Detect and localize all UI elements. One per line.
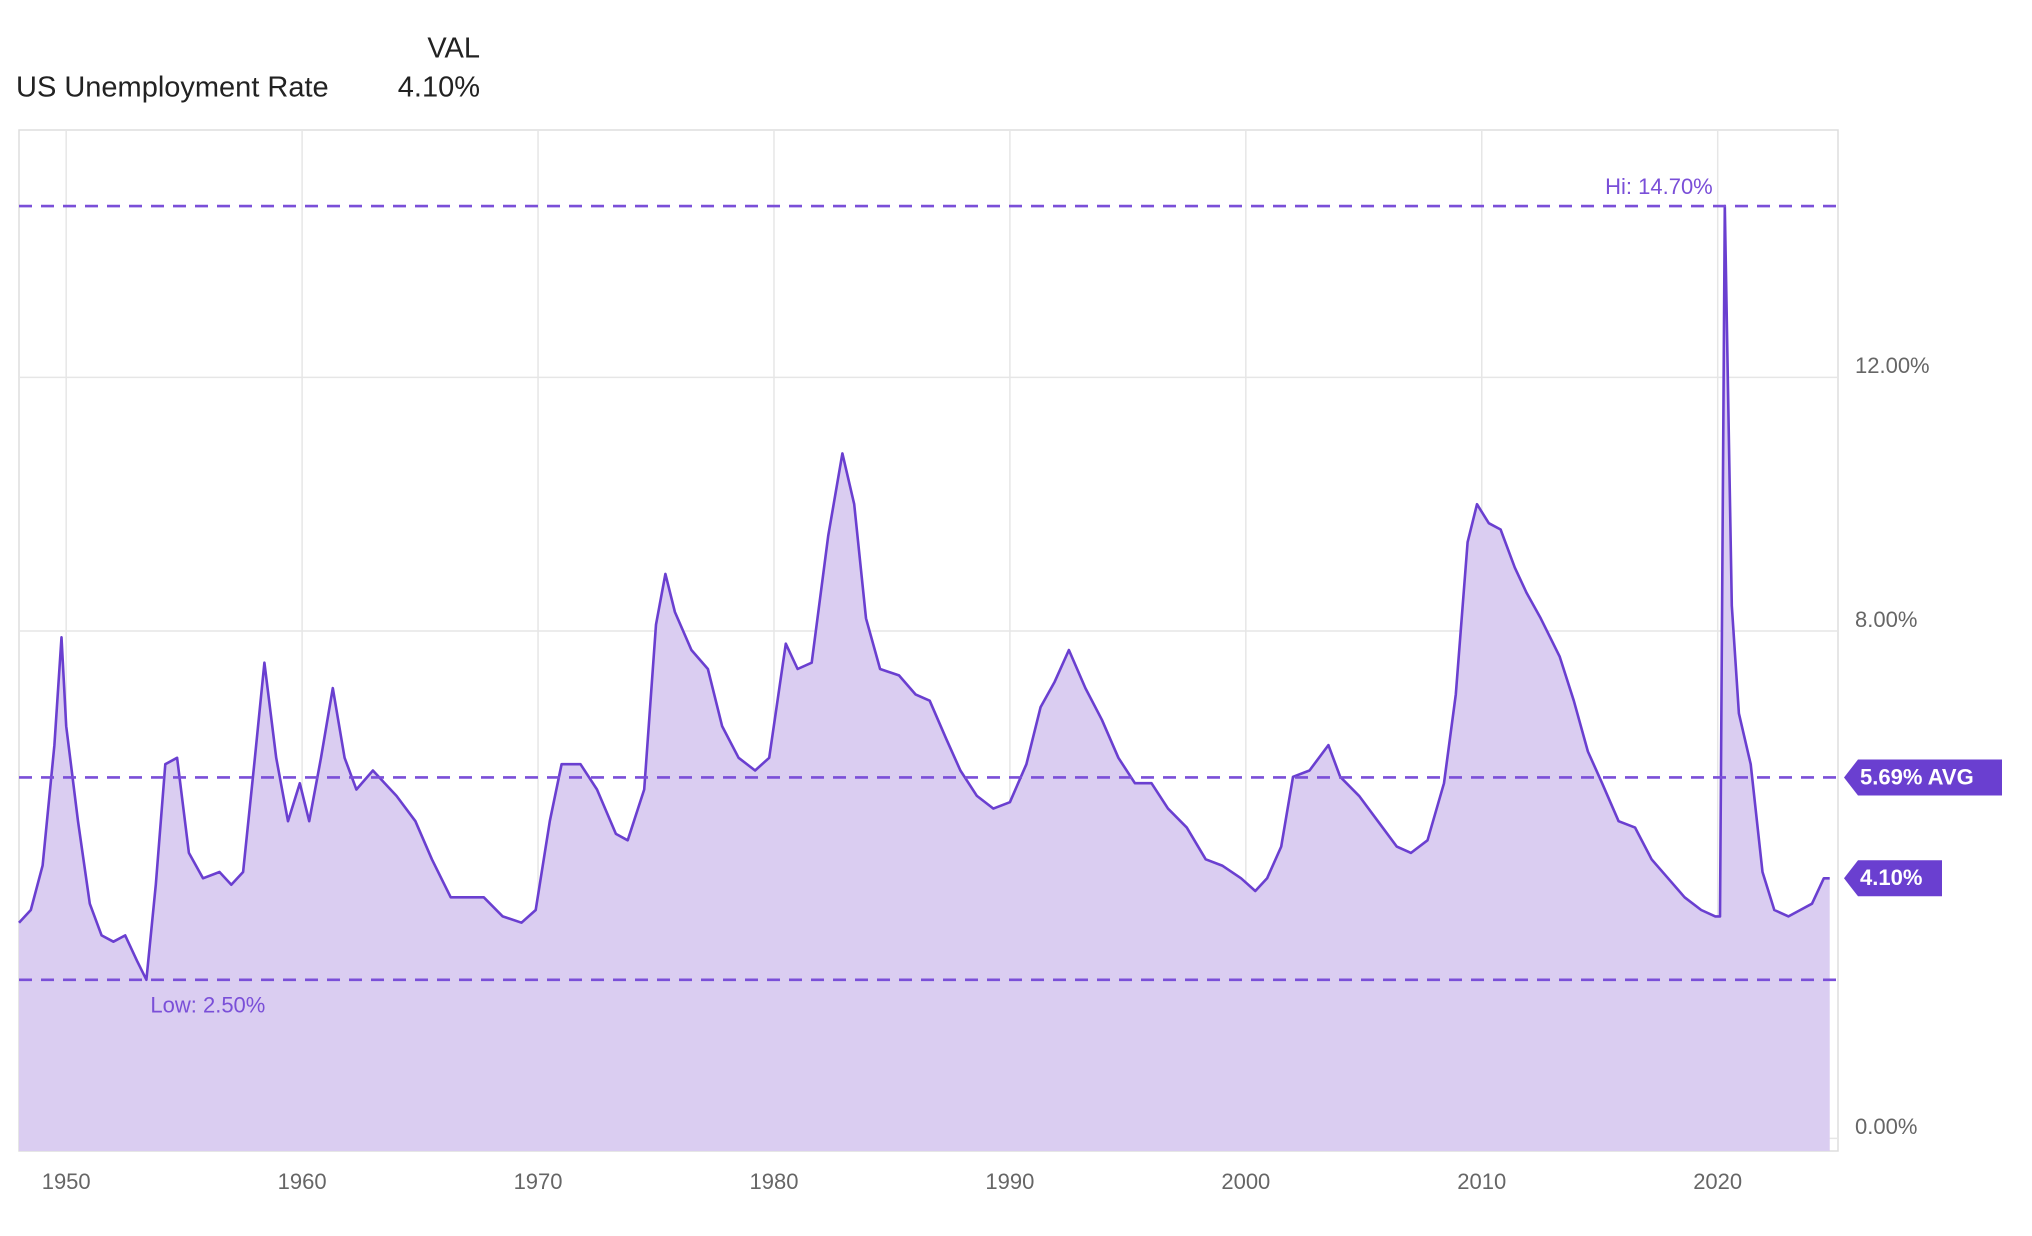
low-label: Low: 2.50% [150, 993, 265, 1018]
x-tick-label: 1960 [278, 1169, 327, 1194]
y-tick-label: 12.00% [1855, 353, 1930, 378]
avg-badge-label: 5.69% AVG [1860, 764, 1974, 789]
y-tick-label: 0.00% [1855, 1114, 1917, 1139]
x-tick-label: 2020 [1693, 1169, 1742, 1194]
x-tick-label: 1980 [749, 1169, 798, 1194]
area-fill [19, 206, 1830, 1152]
line [18, 204, 1830, 982]
x-tick-label: 2000 [1221, 1169, 1270, 1194]
x-tick-label: 1970 [514, 1169, 563, 1194]
y-tick-label: 8.00% [1855, 607, 1917, 632]
avg-badge-bg [1844, 759, 2002, 796]
legend-value: 4.10% [398, 72, 480, 104]
last-value-badge-label: 4.10% [1860, 865, 1922, 890]
hi-label: Hi: 14.70% [1605, 174, 1713, 199]
legend-series-name: US Unemployment Rate [16, 72, 329, 104]
last-value-badge-bg [1844, 860, 1942, 897]
value-column-header: VAL [427, 33, 480, 65]
x-tick-label: 1950 [42, 1169, 91, 1194]
x-tick-label: 1990 [985, 1169, 1034, 1194]
x-tick-label: 2010 [1457, 1169, 1506, 1194]
